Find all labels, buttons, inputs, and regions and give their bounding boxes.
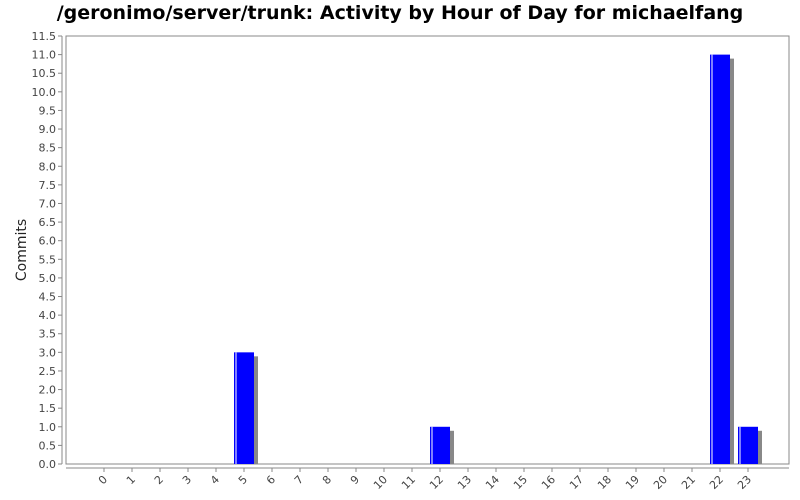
y-tick-label: 6.0 xyxy=(39,235,57,248)
bar-hour-22 xyxy=(710,54,730,464)
x-tick-label: 13 xyxy=(455,473,474,492)
x-tick-label: 8 xyxy=(320,473,334,487)
x-tick-label: 16 xyxy=(539,473,558,492)
y-tick-label: 0.5 xyxy=(39,439,57,452)
y-tick-label: 7.0 xyxy=(39,197,57,210)
x-tick-label: 22 xyxy=(707,473,726,492)
y-tick-label: 4.0 xyxy=(39,309,57,322)
x-tick-label: 7 xyxy=(292,473,306,487)
y-tick-label: 4.5 xyxy=(39,291,57,304)
y-tick-label: 1.0 xyxy=(39,421,57,434)
x-tick-label: 0 xyxy=(96,473,110,487)
y-tick-label: 0.0 xyxy=(39,458,57,471)
x-tick-label: 3 xyxy=(180,473,194,487)
x-tick-label: 5 xyxy=(236,473,250,487)
y-axis-ticks: 0.0 0.5 1.0 1.5 2.0 2.5 3.0 3.5 4.0 4.5 5.0 5.5 6.0 6… xyxy=(32,30,62,471)
x-tick-label: 14 xyxy=(483,473,502,492)
y-tick-label: 11.5 xyxy=(32,30,57,43)
x-tick-label: 10 xyxy=(371,473,390,492)
bars xyxy=(234,54,762,464)
x-tick-label: 1 xyxy=(124,473,138,487)
y-tick-label: 3.0 xyxy=(39,346,57,359)
x-tick-label: 12 xyxy=(427,473,446,492)
y-tick-label: 8.5 xyxy=(39,142,57,155)
x-axis-ticks: 0 1 2 3 4 5 6 7 8 9 10 11 12 13 14 15 16 17 18 19 20 21 22 23 xyxy=(96,468,754,492)
y-tick-label: 8.0 xyxy=(39,160,57,173)
x-tick-label: 18 xyxy=(595,473,614,492)
plot-frame xyxy=(61,35,790,469)
y-tick-label: 9.5 xyxy=(39,104,57,117)
y-tick-label: 1.5 xyxy=(39,402,57,415)
y-tick-label: 6.5 xyxy=(39,216,57,229)
x-tick-label: 2 xyxy=(152,473,166,487)
x-tick-label: 17 xyxy=(567,473,586,492)
y-tick-label: 5.0 xyxy=(39,272,57,285)
y-tick-label: 10.0 xyxy=(32,86,57,99)
x-tick-label: 21 xyxy=(679,473,698,492)
bar-hour-23 xyxy=(738,426,758,464)
y-tick-label: 2.0 xyxy=(39,384,57,397)
x-tick-label: 4 xyxy=(208,473,222,487)
y-tick-label: 3.5 xyxy=(39,328,57,341)
x-tick-label: 11 xyxy=(399,473,418,492)
bar-hour-12 xyxy=(430,426,450,464)
plot-area-border xyxy=(65,35,790,465)
y-tick-label: 2.5 xyxy=(39,365,57,378)
x-tick-label: 9 xyxy=(348,473,362,487)
y-tick-label: 10.5 xyxy=(32,67,57,80)
bar-hour-5 xyxy=(234,352,254,464)
x-tick-label: 19 xyxy=(623,473,642,492)
chart-title: /geronimo/server/trunk: Activity by Hour… xyxy=(56,2,744,24)
y-tick-label: 5.5 xyxy=(39,253,57,266)
y-tick-label: 7.5 xyxy=(39,179,57,192)
y-axis-title: Commits xyxy=(14,219,30,281)
x-tick-label: 23 xyxy=(735,473,754,492)
x-tick-label: 15 xyxy=(511,473,530,492)
y-tick-label: 11.0 xyxy=(32,49,57,62)
x-tick-label: 20 xyxy=(651,473,670,492)
y-tick-label: 9.0 xyxy=(39,123,57,136)
x-tick-label: 6 xyxy=(264,473,278,487)
